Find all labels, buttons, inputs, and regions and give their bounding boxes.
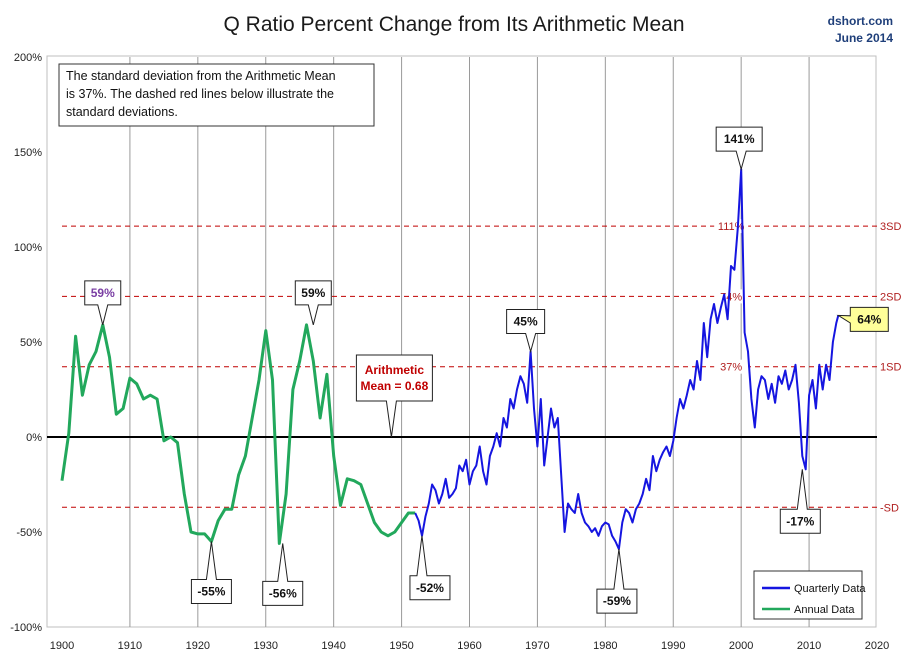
y-tick-label: 0% bbox=[26, 432, 42, 444]
legend-label-annual: Annual Data bbox=[794, 604, 855, 616]
legend-label-quarterly: Quarterly Data bbox=[794, 583, 866, 595]
callout-label: 59% bbox=[91, 286, 115, 300]
callout-label: 45% bbox=[514, 315, 538, 329]
note-box: The standard deviation from the Arithmet… bbox=[58, 63, 375, 127]
y-tick-label: 50% bbox=[20, 337, 42, 349]
sd-value-bg bbox=[714, 359, 749, 374]
callout-label: Arithmetic bbox=[365, 363, 425, 377]
callout-box bbox=[84, 280, 122, 326]
callouts: 59% -55% -56% 59% -52% 45% -59% 141% -17% 64% Arit… bbox=[84, 126, 889, 614]
x-tick-label: 1970 bbox=[525, 640, 549, 652]
callout: -56% bbox=[262, 543, 304, 606]
series-line-annual bbox=[60, 323, 416, 545]
sd-level-label: 1SD bbox=[880, 362, 901, 374]
sd-value-label: 111% bbox=[718, 221, 745, 233]
series-line-quarterly bbox=[414, 168, 840, 551]
callout: -52% bbox=[409, 535, 451, 601]
callout: 59% bbox=[294, 280, 332, 326]
source-date: June 2014 bbox=[835, 31, 893, 45]
x-tick-label: 2020 bbox=[865, 640, 889, 652]
callout-box bbox=[409, 535, 451, 601]
callout-label: Mean = 0.68 bbox=[361, 379, 429, 393]
callout-label: -59% bbox=[603, 594, 631, 608]
callout-label: -56% bbox=[269, 586, 297, 600]
callout-box bbox=[355, 354, 433, 438]
callout-label: 141% bbox=[724, 132, 755, 146]
callout: 64% bbox=[836, 306, 889, 332]
x-tick-label: 1900 bbox=[50, 640, 74, 652]
callout-box bbox=[294, 280, 332, 326]
note-line-3: standard deviations. bbox=[66, 105, 178, 119]
callout: -59% bbox=[596, 549, 638, 614]
chart-title: Q Ratio Percent Change from Its Arithmet… bbox=[223, 13, 684, 36]
x-tick-label: 1960 bbox=[457, 640, 481, 652]
callout-box bbox=[715, 126, 763, 171]
sd-level-label: 3SD bbox=[880, 221, 901, 233]
callout: 45% bbox=[506, 309, 546, 354]
x-tick-label: 1920 bbox=[186, 640, 210, 652]
callout-box bbox=[836, 306, 889, 332]
source-label: dshort.com bbox=[828, 14, 893, 28]
callout: Arithmetic Mean = 0.68 bbox=[355, 354, 433, 438]
x-tick-label: 1990 bbox=[661, 640, 685, 652]
callout-box bbox=[596, 549, 638, 614]
sd-level-label: -SD bbox=[880, 502, 899, 514]
callout-box bbox=[262, 543, 304, 606]
callout-box bbox=[190, 541, 232, 604]
x-tick-label: 1930 bbox=[254, 640, 278, 652]
y-tick-label: -100% bbox=[10, 622, 42, 634]
callout: 59% bbox=[84, 280, 122, 326]
x-tick-label: 2000 bbox=[729, 640, 753, 652]
sd-value-label: 37% bbox=[720, 362, 742, 374]
note-line-2: is 37%. The dashed red lines below illus… bbox=[66, 87, 334, 101]
y-tick-label: -50% bbox=[16, 527, 42, 539]
note-line-1: The standard deviation from the Arithmet… bbox=[66, 69, 336, 83]
x-tick-label: 1940 bbox=[321, 640, 345, 652]
callout-label: -17% bbox=[786, 514, 814, 528]
callout-label: 59% bbox=[301, 286, 325, 300]
x-tick-label: 1950 bbox=[389, 640, 413, 652]
callout-label: -52% bbox=[416, 581, 444, 595]
sd-level-label: 2SD bbox=[880, 291, 901, 303]
x-tick-label: 1980 bbox=[593, 640, 617, 652]
series-lines bbox=[60, 168, 840, 551]
sd-value-bg bbox=[714, 219, 749, 234]
legend: Quarterly Data Annual Data bbox=[753, 570, 866, 620]
y-tick-label: 150% bbox=[14, 147, 42, 159]
x-tick-label: 1910 bbox=[118, 640, 142, 652]
callout: 141% bbox=[715, 126, 763, 171]
callout-box bbox=[779, 469, 821, 534]
y-tick-label: 200% bbox=[14, 52, 42, 64]
axis-ticks: 1900 1910 1920 1930 1940 1950 1960 1970 1980 1990… bbox=[10, 52, 889, 652]
callout: -17% bbox=[779, 469, 821, 534]
callout-box bbox=[506, 309, 546, 354]
callout-label: -55% bbox=[197, 585, 225, 599]
callout: -55% bbox=[190, 541, 232, 604]
callout-label: 64% bbox=[857, 312, 881, 326]
y-tick-label: 100% bbox=[14, 242, 42, 254]
x-tick-label: 2010 bbox=[797, 640, 821, 652]
